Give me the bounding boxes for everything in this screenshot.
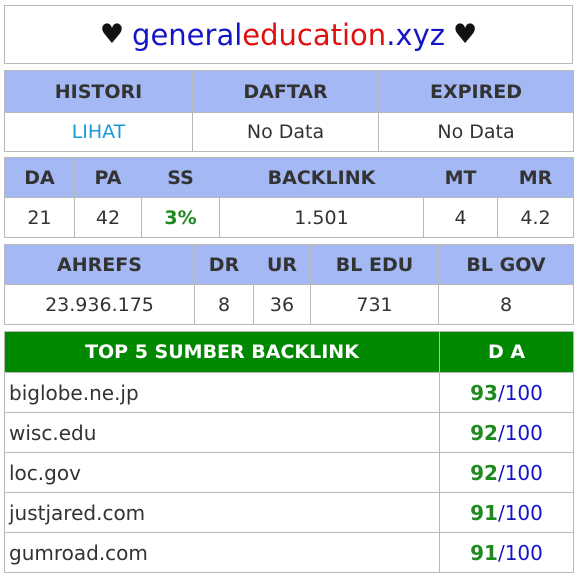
da-score: 92 — [470, 421, 498, 445]
backlink-da: 91/100 — [440, 493, 574, 533]
backlink-da: 92/100 — [440, 453, 574, 493]
table-row: loc.gov 92/100 — [5, 453, 574, 493]
mr-value: 4.2 — [498, 198, 574, 238]
histori-header: HISTORI — [5, 71, 193, 113]
registry-table: HISTORI DAFTAR EXPIRED LIHAT No Data No … — [4, 70, 574, 152]
bl-gov-header: BL GOV — [439, 245, 574, 285]
pa-header: PA — [75, 158, 142, 198]
heart-icon-right: ♥ — [453, 19, 477, 50]
da-score: 91 — [470, 501, 498, 525]
backlink-site: loc.gov — [5, 453, 440, 493]
mr-header: MR — [498, 158, 574, 198]
mt-header: MT — [424, 158, 498, 198]
lihat-link[interactable]: LIHAT — [5, 113, 193, 152]
da-header: DA — [5, 158, 75, 198]
metrics-table: DA PA SS BACKLINK MT MR 21 42 3% 1.501 4… — [4, 157, 574, 238]
ur-header: UR — [254, 245, 311, 285]
site-title-part1: general — [132, 18, 242, 52]
dr-header: DR — [195, 245, 254, 285]
ahrefs-table: AHREFS DR UR BL EDU BL GOV 23.936.175 8 … — [4, 244, 574, 325]
table-row: gumroad.com 91/100 — [5, 533, 574, 573]
bl-edu-header: BL EDU — [311, 245, 439, 285]
ahrefs-header: AHREFS — [5, 245, 195, 285]
top5-source-header: TOP 5 SUMBER BACKLINK — [5, 332, 440, 373]
ahrefs-value: 23.936.175 — [5, 285, 195, 325]
backlink-site: biglobe.ne.jp — [5, 373, 440, 413]
backlink-site: justjared.com — [5, 493, 440, 533]
da-max: /100 — [498, 501, 543, 525]
backlink-site: gumroad.com — [5, 533, 440, 573]
backlink-header: BACKLINK — [220, 158, 424, 198]
site-title-part2: education — [242, 18, 386, 52]
da-max: /100 — [498, 541, 543, 565]
backlink-da: 93/100 — [440, 373, 574, 413]
da-score: 91 — [470, 541, 498, 565]
da-score: 93 — [470, 381, 498, 405]
bl-gov-value: 8 — [439, 285, 574, 325]
daftar-header: DAFTAR — [193, 71, 379, 113]
site-title: generaleducation.xyz — [132, 18, 445, 52]
ss-header: SS — [142, 158, 220, 198]
mt-value: 4 — [424, 198, 498, 238]
da-max: /100 — [498, 421, 543, 445]
expired-value: No Data — [379, 113, 574, 152]
expired-header: EXPIRED — [379, 71, 574, 113]
top5-da-header: D A — [440, 332, 574, 373]
backlink-site: wisc.edu — [5, 413, 440, 453]
top5-backlink-table: TOP 5 SUMBER BACKLINK D A biglobe.ne.jp … — [4, 331, 574, 573]
heart-icon-left: ♥ — [100, 19, 124, 50]
da-max: /100 — [498, 381, 543, 405]
site-title-box: ♥ generaleducation.xyz ♥ — [4, 5, 573, 64]
da-score: 92 — [470, 461, 498, 485]
ur-value: 36 — [254, 285, 311, 325]
table-row: biglobe.ne.jp 93/100 — [5, 373, 574, 413]
pa-value: 42 — [75, 198, 142, 238]
bl-edu-value: 731 — [311, 285, 439, 325]
backlink-da: 91/100 — [440, 533, 574, 573]
backlink-da: 92/100 — [440, 413, 574, 453]
backlink-value: 1.501 — [220, 198, 424, 238]
table-row: justjared.com 91/100 — [5, 493, 574, 533]
da-max: /100 — [498, 461, 543, 485]
table-row: wisc.edu 92/100 — [5, 413, 574, 453]
daftar-value: No Data — [193, 113, 379, 152]
ss-value: 3% — [142, 198, 220, 238]
dr-value: 8 — [195, 285, 254, 325]
da-value: 21 — [5, 198, 75, 238]
site-title-part3: .xyz — [386, 18, 445, 52]
